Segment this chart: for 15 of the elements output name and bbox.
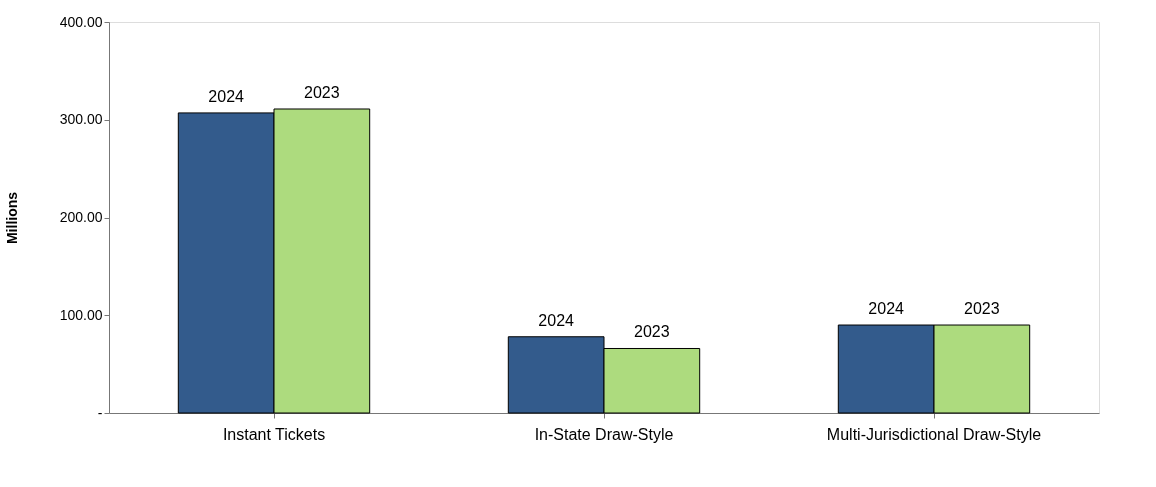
text: 2024 bbox=[868, 300, 904, 318]
x-tick-label: Multi-Jurisdictional Draw-Style bbox=[826, 425, 1042, 443]
y-tick-label: 200.00 bbox=[59, 209, 103, 225]
text: 2023 bbox=[964, 300, 1000, 318]
text: 2024 bbox=[538, 311, 574, 329]
y-tick-label: 100.00 bbox=[59, 306, 103, 323]
y-tick-label: - bbox=[97, 404, 103, 421]
series-label: 2023 bbox=[304, 84, 340, 101]
y-tick-label: 300.00 bbox=[59, 111, 103, 128]
x-tick-label: Instant Tickets bbox=[222, 425, 326, 443]
text: 2023 bbox=[634, 323, 670, 341]
series-label: 2024 bbox=[208, 87, 245, 105]
x-tick-label: In-State Draw-Style bbox=[534, 425, 674, 443]
y-axis-title: Millions bbox=[3, 191, 20, 245]
y-tick-label: 400.00 bbox=[59, 13, 103, 30]
